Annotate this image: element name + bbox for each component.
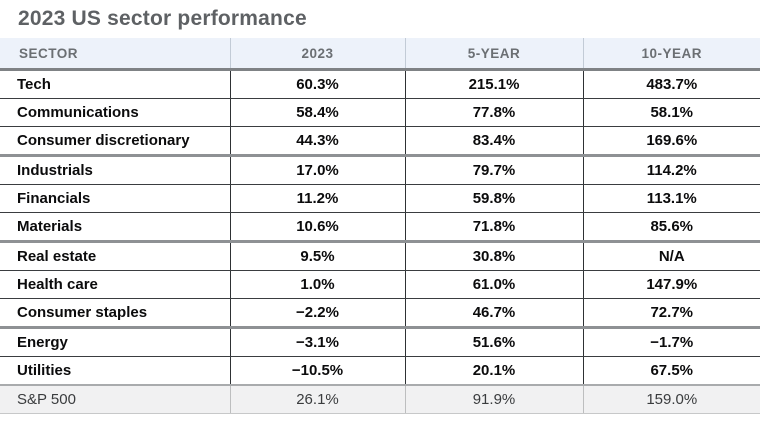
value-5-year: 71.8% [404,212,583,243]
value-2023: 60.3% [229,69,405,99]
value-2023: −3.1% [229,327,405,357]
value-2023: 1.0% [229,270,405,299]
column-header-2023: 2023 [229,38,405,71]
column-header-10-year: 10-YEAR [582,38,760,71]
value-2023: 58.4% [229,98,405,127]
sector-name: Energy [0,327,230,357]
sector-name: Communications [0,98,230,127]
value-5-year: 20.1% [404,356,583,386]
value-5-year: 30.8% [404,241,583,271]
table-row: Real estate 9.5% 30.8% N/A [0,241,760,271]
value-10-year: 85.6% [582,212,760,243]
table-body: Tech 60.3% 215.1% 483.7% Communications … [0,69,760,414]
sector-name: Health care [0,270,230,299]
value-10-year: 67.5% [582,356,760,386]
benchmark-name: S&P 500 [0,384,230,414]
value-10-year: 72.7% [582,298,760,329]
benchmark-row: S&P 500 26.1% 91.9% 159.0% [0,384,760,414]
column-header-sector: SECTOR [0,38,230,71]
value-5-year: 61.0% [404,270,583,299]
table-row: Materials 10.6% 71.8% 85.6% [0,212,760,243]
value-10-year: 169.6% [582,126,760,157]
value-5-year: 83.4% [404,126,583,157]
value-2023: 11.2% [229,184,405,213]
sector-performance-table: SECTOR 2023 5-YEAR 10-YEAR Tech 60.3% 21… [0,38,760,414]
sector-name: Materials [0,212,230,243]
header-row: SECTOR 2023 5-YEAR 10-YEAR [0,38,760,71]
value-5-year: 215.1% [404,69,583,99]
sector-name: Utilities [0,356,230,386]
value-2023: 44.3% [229,126,405,157]
table-row: Consumer staples −2.2% 46.7% 72.7% [0,298,760,329]
value-10-year: 58.1% [582,98,760,127]
value-5-year: 59.8% [404,184,583,213]
value-2023: −10.5% [229,356,405,386]
value-10-year: 147.9% [582,270,760,299]
value-10-year: 114.2% [582,155,760,185]
sector-name: Real estate [0,241,230,271]
sector-name: Consumer staples [0,298,230,329]
value-2023: −2.2% [229,298,405,329]
page-title: 2023 US sector performance [18,7,307,30]
value-10-year: 113.1% [582,184,760,213]
value-5-year: 51.6% [404,327,583,357]
value-5-year: 46.7% [404,298,583,329]
sector-name: Consumer discretionary [0,126,230,157]
value-10-year: 159.0% [582,384,760,414]
value-5-year: 77.8% [404,98,583,127]
table-row: Tech 60.3% 215.1% 483.7% [0,69,760,99]
sector-name: Industrials [0,155,230,185]
table-row: Utilities −10.5% 20.1% 67.5% [0,356,760,386]
value-2023: 9.5% [229,241,405,271]
table-row: Consumer discretionary 44.3% 83.4% 169.6… [0,126,760,157]
table-row: Communications 58.4% 77.8% 58.1% [0,98,760,127]
table-header: SECTOR 2023 5-YEAR 10-YEAR [0,38,760,71]
value-5-year: 79.7% [404,155,583,185]
value-10-year: 483.7% [582,69,760,99]
sector-name: Financials [0,184,230,213]
value-5-year: 91.9% [404,384,583,414]
column-header-5-year: 5-YEAR [404,38,583,71]
value-2023: 26.1% [229,384,405,414]
value-10-year: −1.7% [582,327,760,357]
sector-name: Tech [0,69,230,99]
table-row: Industrials 17.0% 79.7% 114.2% [0,155,760,185]
table-row: Health care 1.0% 61.0% 147.9% [0,270,760,299]
table-row: Energy −3.1% 51.6% −1.7% [0,327,760,357]
value-2023: 17.0% [229,155,405,185]
value-10-year: N/A [582,241,760,271]
value-2023: 10.6% [229,212,405,243]
table-row: Financials 11.2% 59.8% 113.1% [0,184,760,213]
